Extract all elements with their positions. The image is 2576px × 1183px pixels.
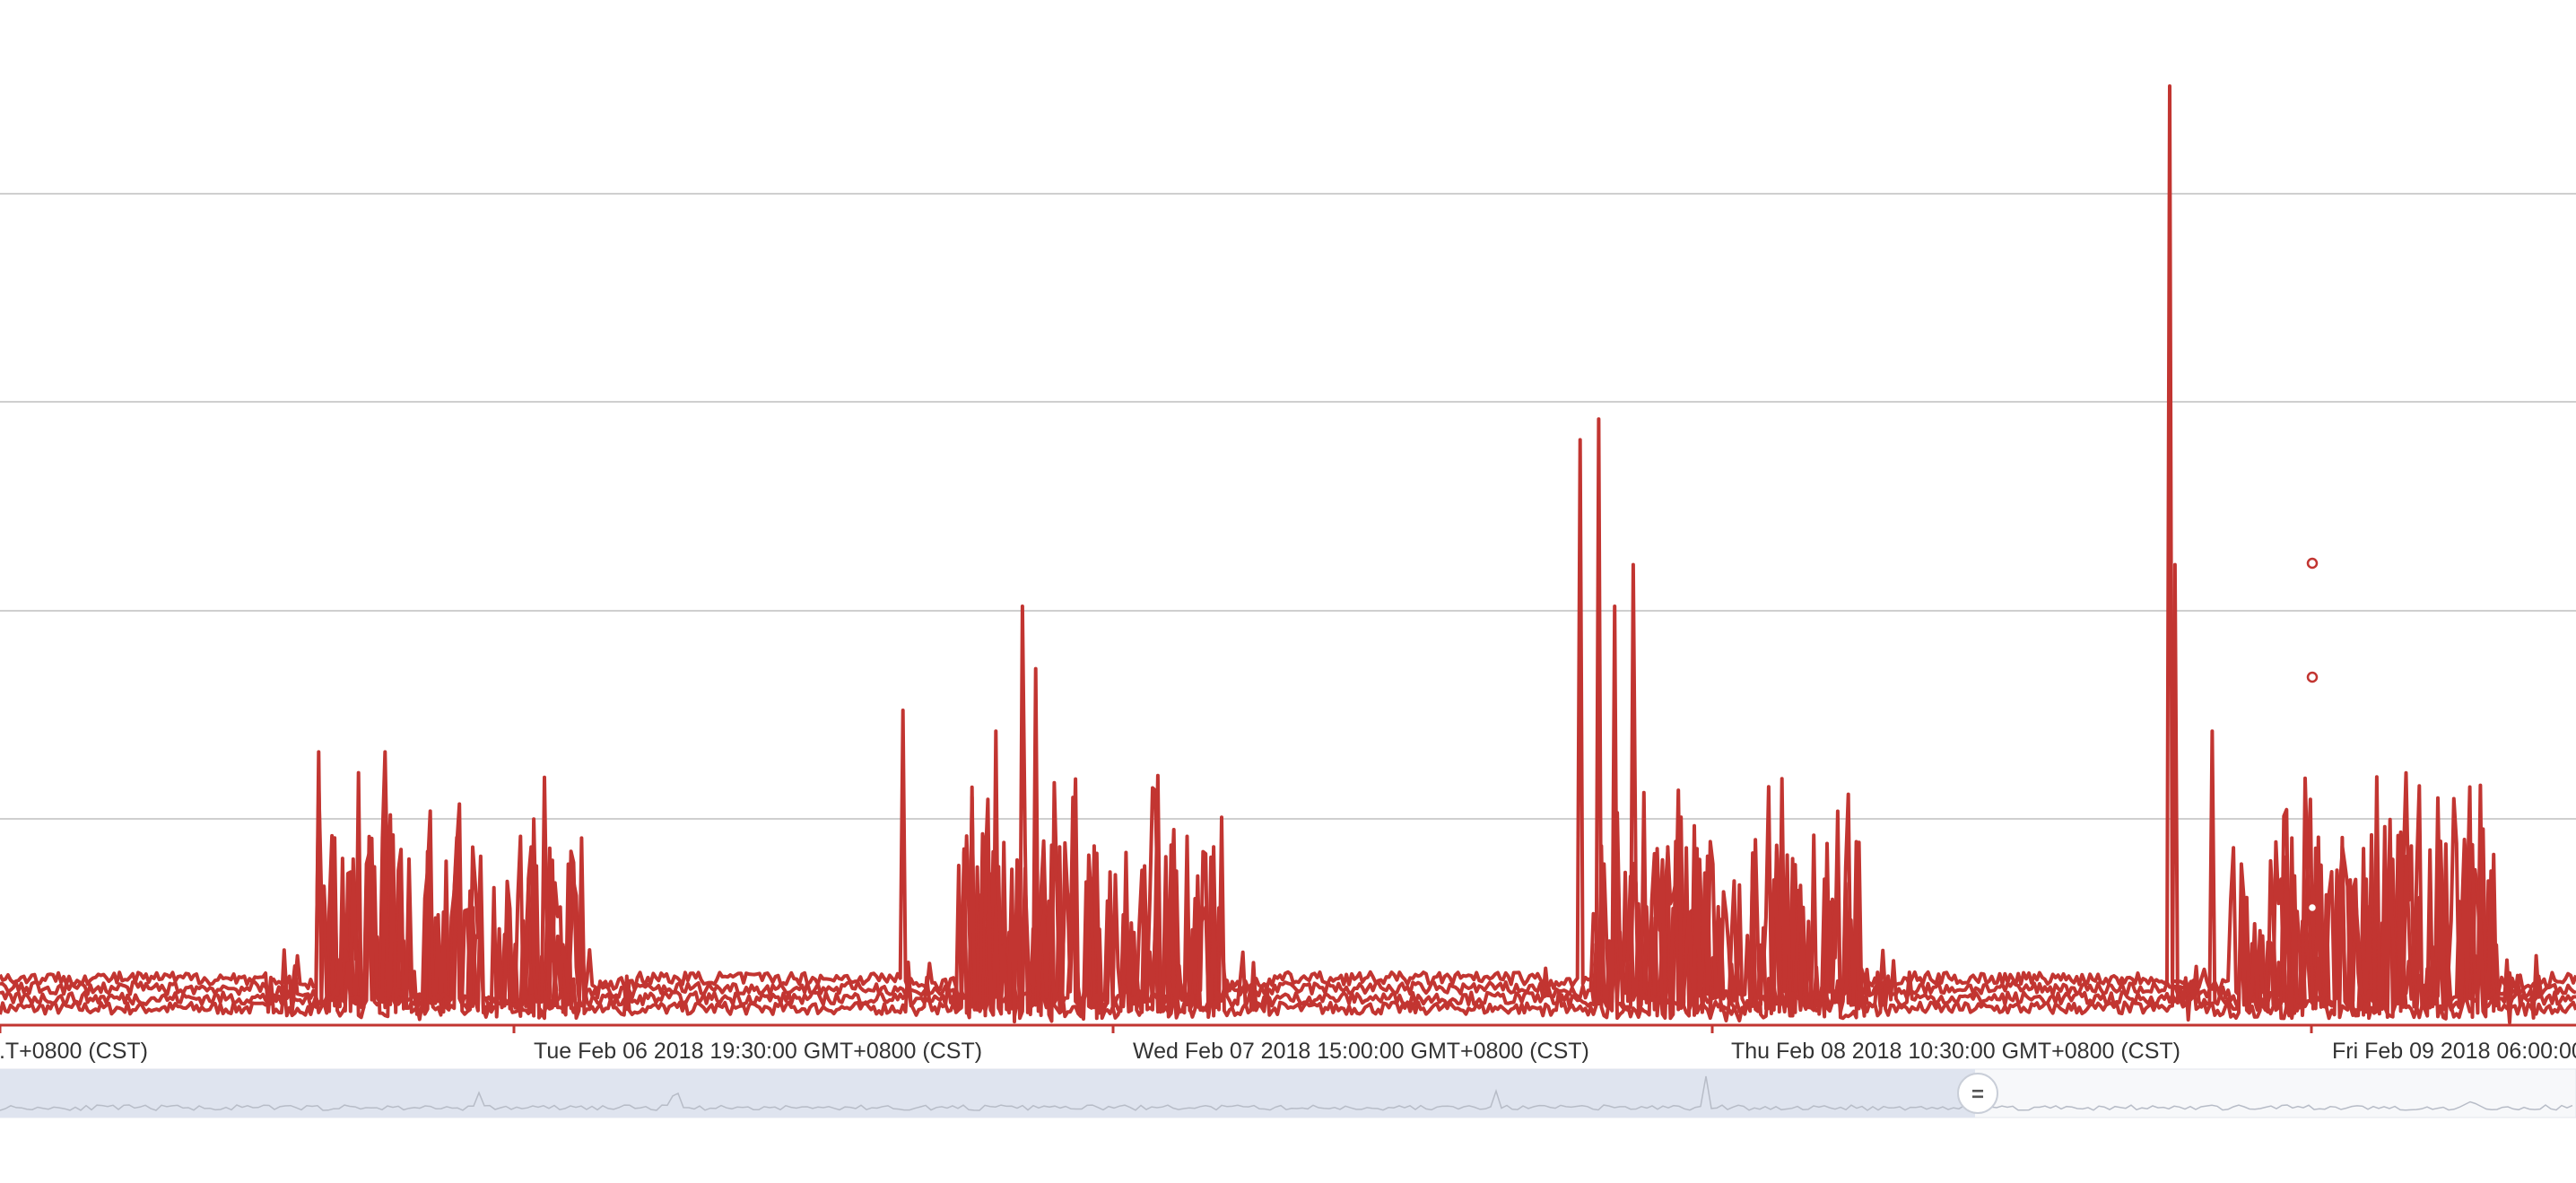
x-axis-label: Fri Feb 09 2018 06:00:00 GMT+0800 (CST): [2332, 1039, 2576, 1064]
y-gridlines: [0, 193, 2576, 820]
data-zoom-handle[interactable]: [1957, 1073, 1998, 1114]
data-zoom-selected-range[interactable]: [0, 1069, 1975, 1118]
x-axis-label: Wed Feb 07 2018 15:00:00 GMT+0800 (CST): [1133, 1039, 1589, 1064]
x-axis-labels: ...T+0800 (CST) Tue Feb 06 2018 19:30:00 …: [0, 1025, 2576, 1064]
data-zoom-overview-line: [0, 1075, 2573, 1111]
x-axis-label: ...T+0800 (CST): [0, 1039, 148, 1064]
x-axis-label: Thu Feb 08 2018 10:30:00 GMT+0800 (CST): [1731, 1039, 2180, 1064]
series-point-marker[interactable]: [2306, 901, 2319, 914]
x-axis-label: Tue Feb 06 2018 19:30:00 GMT+0800 (CST): [534, 1039, 982, 1064]
series-line: [0, 84, 2576, 1024]
series-point-marker[interactable]: [2306, 671, 2319, 683]
series-group: [0, 84, 2576, 1024]
series-markers: [2306, 557, 2319, 914]
series-point-marker[interactable]: [2306, 557, 2319, 570]
data-zoom-handle-grip: =: [1971, 1083, 1984, 1107]
series-line: [0, 562, 2576, 1022]
data-zoom-slider[interactable]: =: [0, 1068, 2576, 1118]
